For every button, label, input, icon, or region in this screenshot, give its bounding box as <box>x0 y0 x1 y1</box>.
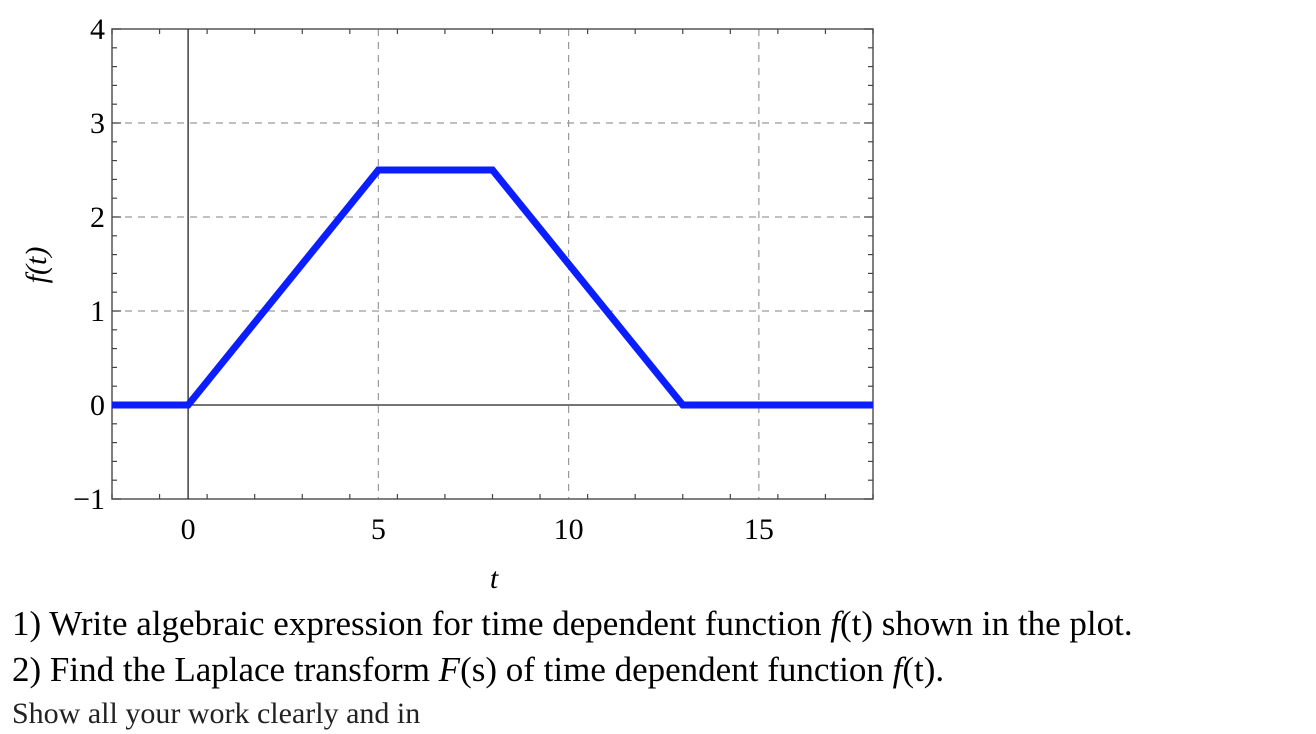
question-2-func: f <box>892 650 903 689</box>
question-2: 2) Find the Laplace transform F(s) of ti… <box>12 650 944 690</box>
y-tick-label: 2 <box>90 201 105 234</box>
series-line <box>112 166 873 409</box>
y-tick-label: 0 <box>90 389 105 422</box>
y-tick-label: 3 <box>90 107 105 140</box>
function-plot: 0 5 10 15 −1 0 1 2 3 4 t f(t) <box>20 13 874 595</box>
question-1-suffix: shown in the plot. <box>873 604 1133 643</box>
y-tick-label: 4 <box>90 13 105 46</box>
tick-labels: 0 5 10 15 −1 0 1 2 3 4 <box>73 13 774 546</box>
question-3-cutoff: Show all your work clearly and in <box>12 694 420 734</box>
x-tick-label: 5 <box>371 513 386 546</box>
question-2-suffix: . <box>935 650 945 689</box>
question-1: 1) Write algebraic expression for time d… <box>12 604 1133 644</box>
question-2-arg: (t) <box>902 650 936 689</box>
grid-lines <box>112 29 873 499</box>
y-tick-label: −1 <box>73 483 105 516</box>
tick-marks <box>111 28 874 500</box>
question-2-middle: of time dependent function <box>497 650 893 689</box>
data-series <box>112 166 873 409</box>
question-3-text: Show all your work clearly and in <box>12 697 421 730</box>
question-1-func: f <box>830 604 840 643</box>
question-2-prefix: 2) Find the Laplace transform <box>12 650 439 689</box>
x-tick-label: 0 <box>181 513 196 546</box>
x-tick-label: 10 <box>554 513 584 546</box>
question-1-arg: (t) <box>839 604 873 643</box>
question-2-F: F <box>438 650 461 689</box>
question-2-s: (s) <box>460 650 497 689</box>
x-tick-label: 15 <box>744 513 774 546</box>
x-axis-label: t <box>490 562 499 595</box>
question-1-prefix: 1) Write algebraic expression for time d… <box>12 604 831 643</box>
y-axis-label: f(t) <box>20 247 53 284</box>
y-tick-label: 1 <box>90 295 105 328</box>
